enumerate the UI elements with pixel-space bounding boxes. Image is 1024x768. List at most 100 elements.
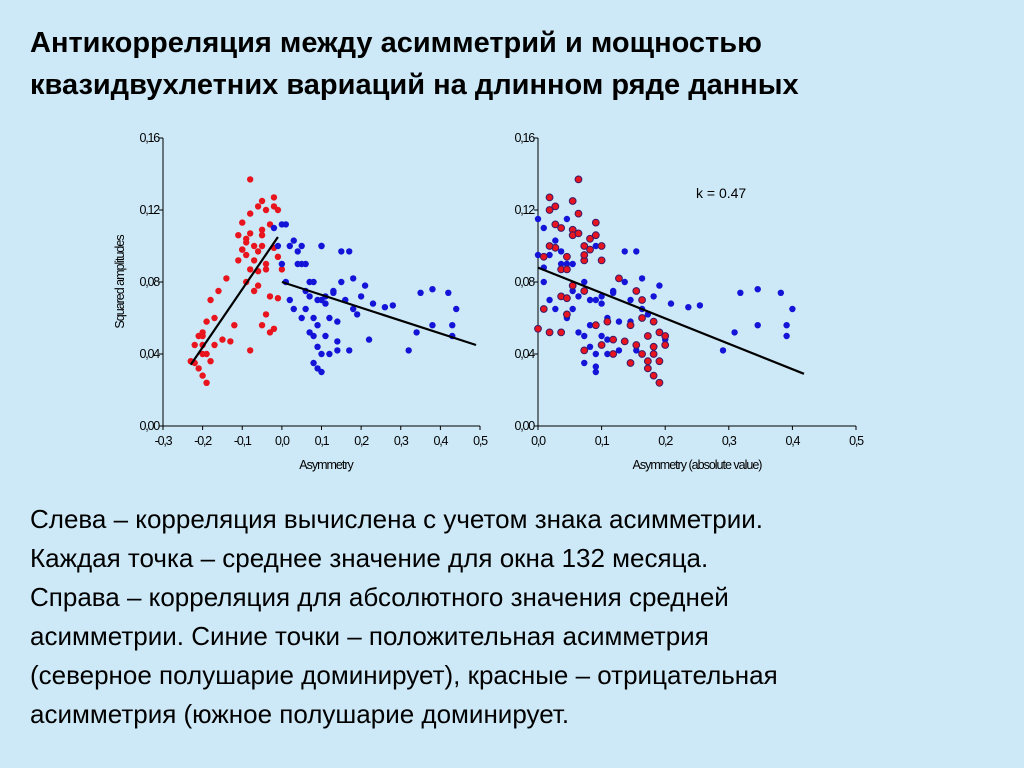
data-point-blue [592,363,600,370]
data-point-red [258,232,266,239]
data-point-red [207,358,214,365]
data-point-blue [563,260,571,268]
data-point-red [539,305,548,313]
data-point-blue [569,260,576,268]
data-point-blue [310,359,317,367]
data-point-blue [389,302,397,309]
y-tick-label: 0,16 [514,131,535,145]
data-point-red [274,295,282,302]
data-point-red [243,239,250,246]
y-tick-label: 0,12 [514,203,535,217]
data-point-blue [638,275,646,282]
data-point-blue [449,332,456,340]
data-point-blue [609,287,617,295]
data-point-red [254,203,262,210]
data-point-red [534,324,542,333]
data-point-red [254,248,262,255]
data-point-blue [357,293,365,300]
data-point-red [262,266,270,273]
data-point-blue [783,332,790,340]
data-point-red [591,218,600,227]
data-point-blue [609,289,617,296]
data-point-red [262,260,270,268]
x-tick-label: 0,3 [394,434,409,448]
x-tick-label: -0,3 [155,434,173,448]
data-point-blue [453,305,460,313]
data-point-red [580,287,589,295]
data-point-red [568,197,577,205]
data-point-red [199,372,206,379]
data-point-red [246,266,254,273]
data-point-blue [429,286,436,293]
data-point-red [638,314,646,322]
data-point-red [266,329,274,336]
x-tick-label: 0,2 [354,434,369,448]
data-point-red [655,328,664,337]
data-point-red [239,246,246,253]
data-point-blue [656,282,663,289]
data-point-red [643,357,652,366]
slide-title: Антикорреляция между асимметрий и мощнос… [30,22,990,106]
data-point-red [211,341,218,349]
regression-line [189,236,279,366]
data-point-red [254,282,262,289]
data-point-red [187,358,194,365]
data-point-blue [306,329,313,336]
y-tick-label: 0,04 [514,347,535,361]
data-point-blue [326,314,333,322]
data-point-red [243,278,250,286]
data-point-red [250,257,258,264]
data-point-blue [334,318,341,325]
x-tick-label: 0,1 [595,434,610,448]
data-point-red [626,359,635,367]
data-point-red [586,245,594,254]
data-point-blue [330,289,337,296]
data-point-blue [322,293,329,300]
data-point-blue [581,278,588,286]
data-point-blue [540,224,547,232]
data-point-blue [338,248,345,255]
data-point-blue [604,314,611,322]
x-tick-label: 0,4 [433,434,448,448]
data-point-blue [598,293,605,300]
data-point-blue [314,365,321,372]
data-point-red [632,287,641,295]
data-point-blue [592,350,600,358]
data-point-red [239,219,246,226]
data-point-blue [598,300,605,307]
data-point-red [254,268,262,275]
data-point-red [258,226,266,233]
data-point-blue [365,336,373,343]
data-point-blue [662,336,669,343]
data-point-blue [546,296,553,304]
data-point-blue [569,287,576,295]
data-point-blue [322,332,329,340]
data-point-red [551,202,560,211]
data-point-red [568,231,577,240]
data-point-blue [546,242,553,250]
data-point-red [231,322,238,329]
data-point-blue [667,300,675,307]
y-tick-label: 0,12 [139,203,160,217]
data-point-red [661,332,670,340]
data-point-blue [361,282,369,289]
data-point-red [278,266,286,273]
data-point-blue [298,242,305,250]
data-point-red [580,242,589,250]
data-point-blue [306,293,313,300]
data-point-red [655,378,664,387]
data-point-blue [413,329,420,336]
data-point-red [191,359,198,367]
data-point-red [603,317,612,326]
y-tick-label: 0,00 [514,419,535,433]
data-point-red [274,253,282,260]
data-point-blue [282,221,290,228]
data-point-blue [326,350,333,358]
data-point-red [597,242,606,250]
data-point-blue [592,296,600,304]
description-line: Слева – корреляция вычислена с учетом зн… [30,504,764,534]
y-tick-label: 0,08 [514,275,535,289]
data-point-blue [282,278,290,286]
data-point-red [620,337,629,346]
data-point-blue [754,322,761,329]
